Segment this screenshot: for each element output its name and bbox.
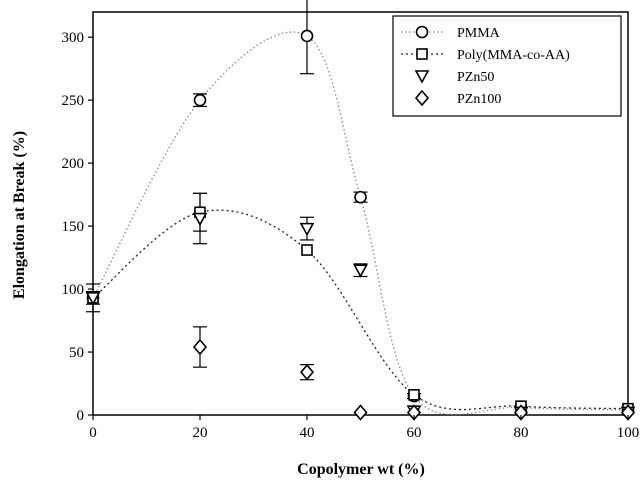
y-tick-label: 0 [77, 408, 85, 424]
legend: PMMA Poly(MMA-co-AA) PZn50 PZn100 [392, 15, 622, 117]
y-tick-label: 100 [62, 282, 85, 298]
y-tick-label: 150 [62, 219, 85, 235]
data-point [353, 404, 368, 421]
x-axis-ticks: 0 20 40 60 80 100 [89, 415, 639, 441]
data-point [85, 292, 101, 306]
legend-label: Poly(MMA-co-AA) [457, 48, 570, 63]
data-point [300, 29, 314, 43]
y-axis-ticks: 0 50 100 150 200 250 300 [62, 30, 93, 424]
legend-label: PZn50 [457, 70, 494, 85]
trendline [92, 31, 629, 416]
data-point [414, 89, 430, 107]
data-point [416, 48, 428, 60]
legend-box [392, 15, 622, 117]
x-tick-label: 0 [89, 425, 97, 441]
data-point [354, 190, 367, 204]
data-point [192, 338, 208, 356]
trendline [92, 209, 629, 411]
y-axis-title: Elongation at Break (%) [11, 131, 28, 299]
data-point [192, 212, 208, 227]
x-tick-label: 60 [407, 425, 422, 441]
x-tick-label: 100 [617, 425, 640, 441]
y-tick-label: 300 [62, 30, 85, 46]
data-point [299, 222, 315, 237]
x-tick-label: 80 [514, 425, 529, 441]
data-point [408, 389, 420, 401]
x-tick-label: 20 [193, 425, 208, 441]
legend-label: PZn100 [457, 92, 501, 107]
error-bars [86, 0, 421, 400]
data-point [299, 363, 315, 381]
x-tick-label: 40 [300, 425, 315, 441]
y-tick-label: 50 [69, 345, 84, 361]
y-tick-label: 250 [62, 93, 85, 109]
data-point [353, 264, 368, 278]
legend-label: PMMA [457, 26, 501, 41]
data-point [301, 244, 313, 256]
data-point [415, 25, 429, 39]
x-axis-title: Copolymer wt (%) [297, 461, 425, 478]
data-point [414, 70, 430, 84]
y-tick-label: 200 [62, 156, 85, 172]
data-points [85, 29, 636, 421]
data-point [193, 93, 207, 107]
